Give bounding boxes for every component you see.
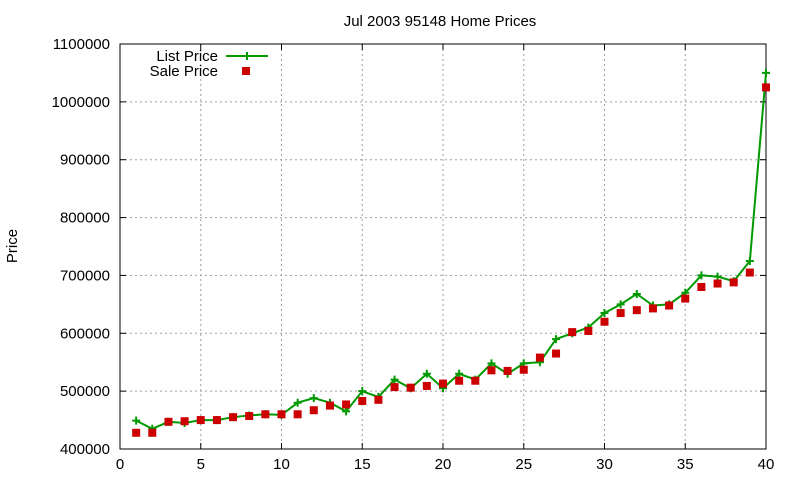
legend-label: Sale Price: [150, 63, 218, 80]
sale-price-point: [729, 278, 738, 287]
sale-price-point: [406, 383, 415, 392]
series-layer: [132, 68, 770, 437]
legend-swatch-square: [242, 67, 250, 75]
list-price-point: [309, 394, 318, 403]
list-price-point: [487, 359, 496, 368]
sale-price-point: [535, 353, 544, 362]
sale-price-point: [212, 416, 221, 425]
sale-price-point: [584, 326, 593, 335]
sale-price-point: [293, 410, 302, 419]
sale-price-point: [196, 416, 205, 425]
x-tick-label: 0: [116, 456, 124, 473]
y-tick-label: 500000: [60, 383, 110, 400]
legend-swatch-plus: [243, 52, 251, 60]
y-tick-label: 700000: [60, 267, 110, 284]
sale-price-point: [245, 412, 254, 421]
y-tick-label: 600000: [60, 325, 110, 342]
x-tick-label: 30: [596, 456, 613, 473]
legend-label: List Price: [156, 48, 218, 65]
x-tick-label: 25: [515, 456, 532, 473]
sale-price-point: [665, 301, 674, 310]
list-price-point: [697, 271, 706, 280]
x-tick-label: 40: [758, 456, 775, 473]
y-tick-label: 900000: [60, 152, 110, 169]
list-price-point: [762, 68, 770, 77]
sale-price-point: [471, 376, 480, 385]
sale-price-point: [697, 283, 706, 291]
list-price-point: [632, 289, 641, 298]
list-price-point: [390, 375, 399, 384]
sale-price-point: [390, 383, 399, 392]
list-price-point: [293, 398, 302, 407]
x-tick-label: 5: [197, 456, 205, 473]
y-tick-label: 400000: [60, 441, 110, 458]
sale-price-point: [600, 317, 609, 326]
series-line-list-price: [135, 72, 767, 430]
sale-price-point: [180, 417, 189, 426]
sale-price-point: [132, 428, 141, 437]
y-tick-label: 1100000: [53, 36, 110, 53]
axes: 0 5 10 15 20 25 30 35 40 400000 500000 600000 700000…: [52, 36, 775, 473]
list-price-point: [552, 335, 561, 344]
x-tick-label: 20: [435, 456, 452, 473]
sale-price-point: [519, 365, 528, 374]
sale-price-point: [568, 328, 577, 337]
chart-title: Jul 2003 95148 Home Prices: [344, 13, 537, 30]
sale-price-point: [503, 366, 512, 375]
list-price-point: [342, 407, 351, 416]
sale-price-point: [648, 304, 657, 313]
sale-price-point: [762, 83, 770, 92]
sale-price-point: [148, 428, 157, 437]
y-tick-label: 800000: [60, 210, 110, 227]
sale-price-point: [261, 410, 270, 419]
list-price-point: [455, 369, 464, 378]
list-price-point: [358, 387, 367, 396]
x-tick-label: 35: [677, 456, 694, 473]
list-price-point: [422, 369, 431, 378]
sale-price-point: [455, 376, 464, 385]
list-price-point: [713, 272, 722, 281]
sale-price-point: [422, 381, 431, 390]
list-price-point: [745, 256, 754, 265]
sale-price-point: [439, 379, 447, 388]
x-tick-label: 15: [354, 456, 371, 473]
sale-price-point: [358, 396, 367, 405]
list-price-point: [132, 416, 141, 425]
list-price-point: [600, 309, 609, 318]
sale-price-point: [552, 349, 561, 358]
sale-price-point: [632, 306, 641, 315]
y-axis-label: Price: [4, 229, 21, 263]
sale-price-point: [745, 268, 754, 277]
sale-price-point: [277, 410, 286, 419]
sale-price-point: [487, 366, 496, 375]
sale-price-point: [325, 401, 334, 410]
x-tick-label: 10: [273, 456, 290, 473]
sale-price-point: [374, 395, 383, 404]
sale-price-point: [309, 406, 318, 415]
sale-price-point: [164, 417, 173, 426]
sale-price-point: [616, 309, 625, 318]
sale-price-point: [681, 294, 690, 303]
sale-price-point: [713, 279, 722, 288]
sale-price-point: [229, 413, 238, 422]
y-tick-label: 1000000: [52, 94, 110, 111]
sale-price-point: [342, 400, 351, 409]
list-price-point: [616, 300, 625, 309]
